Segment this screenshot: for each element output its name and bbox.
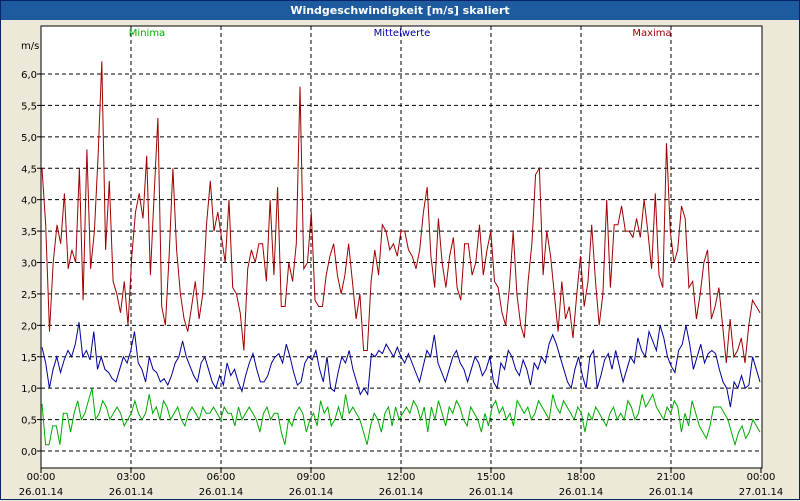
- y-tick-label: 0,5: [21, 416, 37, 427]
- x-tick-date: 26.01.14: [109, 487, 154, 498]
- x-tick-time: 00:00: [27, 472, 56, 483]
- y-axis-unit: m/s: [21, 41, 39, 52]
- y-tick-label: 4,0: [21, 196, 37, 207]
- y-tick-label: 5,0: [21, 133, 37, 144]
- x-tick-date: 26.01.14: [379, 487, 424, 498]
- y-tick-label: 2,0: [21, 321, 37, 332]
- legend-maxima: Maxima: [632, 28, 671, 39]
- x-tick-time: 00:00: [747, 472, 776, 483]
- x-tick-time: 12:00: [387, 472, 416, 483]
- series-line-maxima: [41, 61, 761, 364]
- x-tick-date: 26.01.14: [649, 487, 694, 498]
- y-tick-label: 1,0: [21, 384, 37, 395]
- y-axis-ticks: 0,0 0,5 1,0 1,5 2,0 2,5 3,0 3,5 4,0 4,5 5,0 5,5 6,0: [21, 70, 41, 458]
- x-tick-time: 21:00: [657, 472, 686, 483]
- y-tick-label: 5,5: [21, 101, 37, 112]
- series-line-mittelwerte: [41, 322, 761, 408]
- y-tick-label: 6,0: [21, 70, 37, 81]
- x-tick-date: 26.01.14: [199, 487, 244, 498]
- legend-minima: Minima: [129, 28, 165, 39]
- x-tick-time: 03:00: [117, 472, 146, 483]
- x-tick-time: 15:00: [477, 472, 506, 483]
- y-tick-label: 4,5: [21, 164, 37, 175]
- y-tick-label: 3,0: [21, 259, 37, 270]
- window-title: Windgeschwindigkeit [m/s] skaliert: [1, 1, 799, 20]
- y-tick-label: 2,5: [21, 290, 37, 301]
- x-tick-date: 26.01.14: [559, 487, 604, 498]
- legend-mittelwerte: Mittelwerte: [374, 28, 431, 39]
- x-tick-date: 27.01.14: [739, 487, 784, 498]
- x-tick-time: 06:00: [207, 472, 236, 483]
- y-tick-label: 1,5: [21, 353, 37, 364]
- x-tick-time: 09:00: [297, 472, 326, 483]
- series-lines: [41, 61, 761, 447]
- x-axis-ticks: 00:00 26.01.14 03:00 26.01.14 06:00 26.01.14 0…: [19, 468, 784, 498]
- y-tick-label: 3,5: [21, 227, 37, 238]
- x-tick-date: 26.01.14: [19, 487, 64, 498]
- y-tick-label: 0,0: [21, 447, 37, 458]
- x-tick-date: 26.01.14: [469, 487, 514, 498]
- series-line-minima: [41, 388, 761, 447]
- x-tick-date: 26.01.14: [289, 487, 334, 498]
- x-tick-time: 18:00: [567, 472, 596, 483]
